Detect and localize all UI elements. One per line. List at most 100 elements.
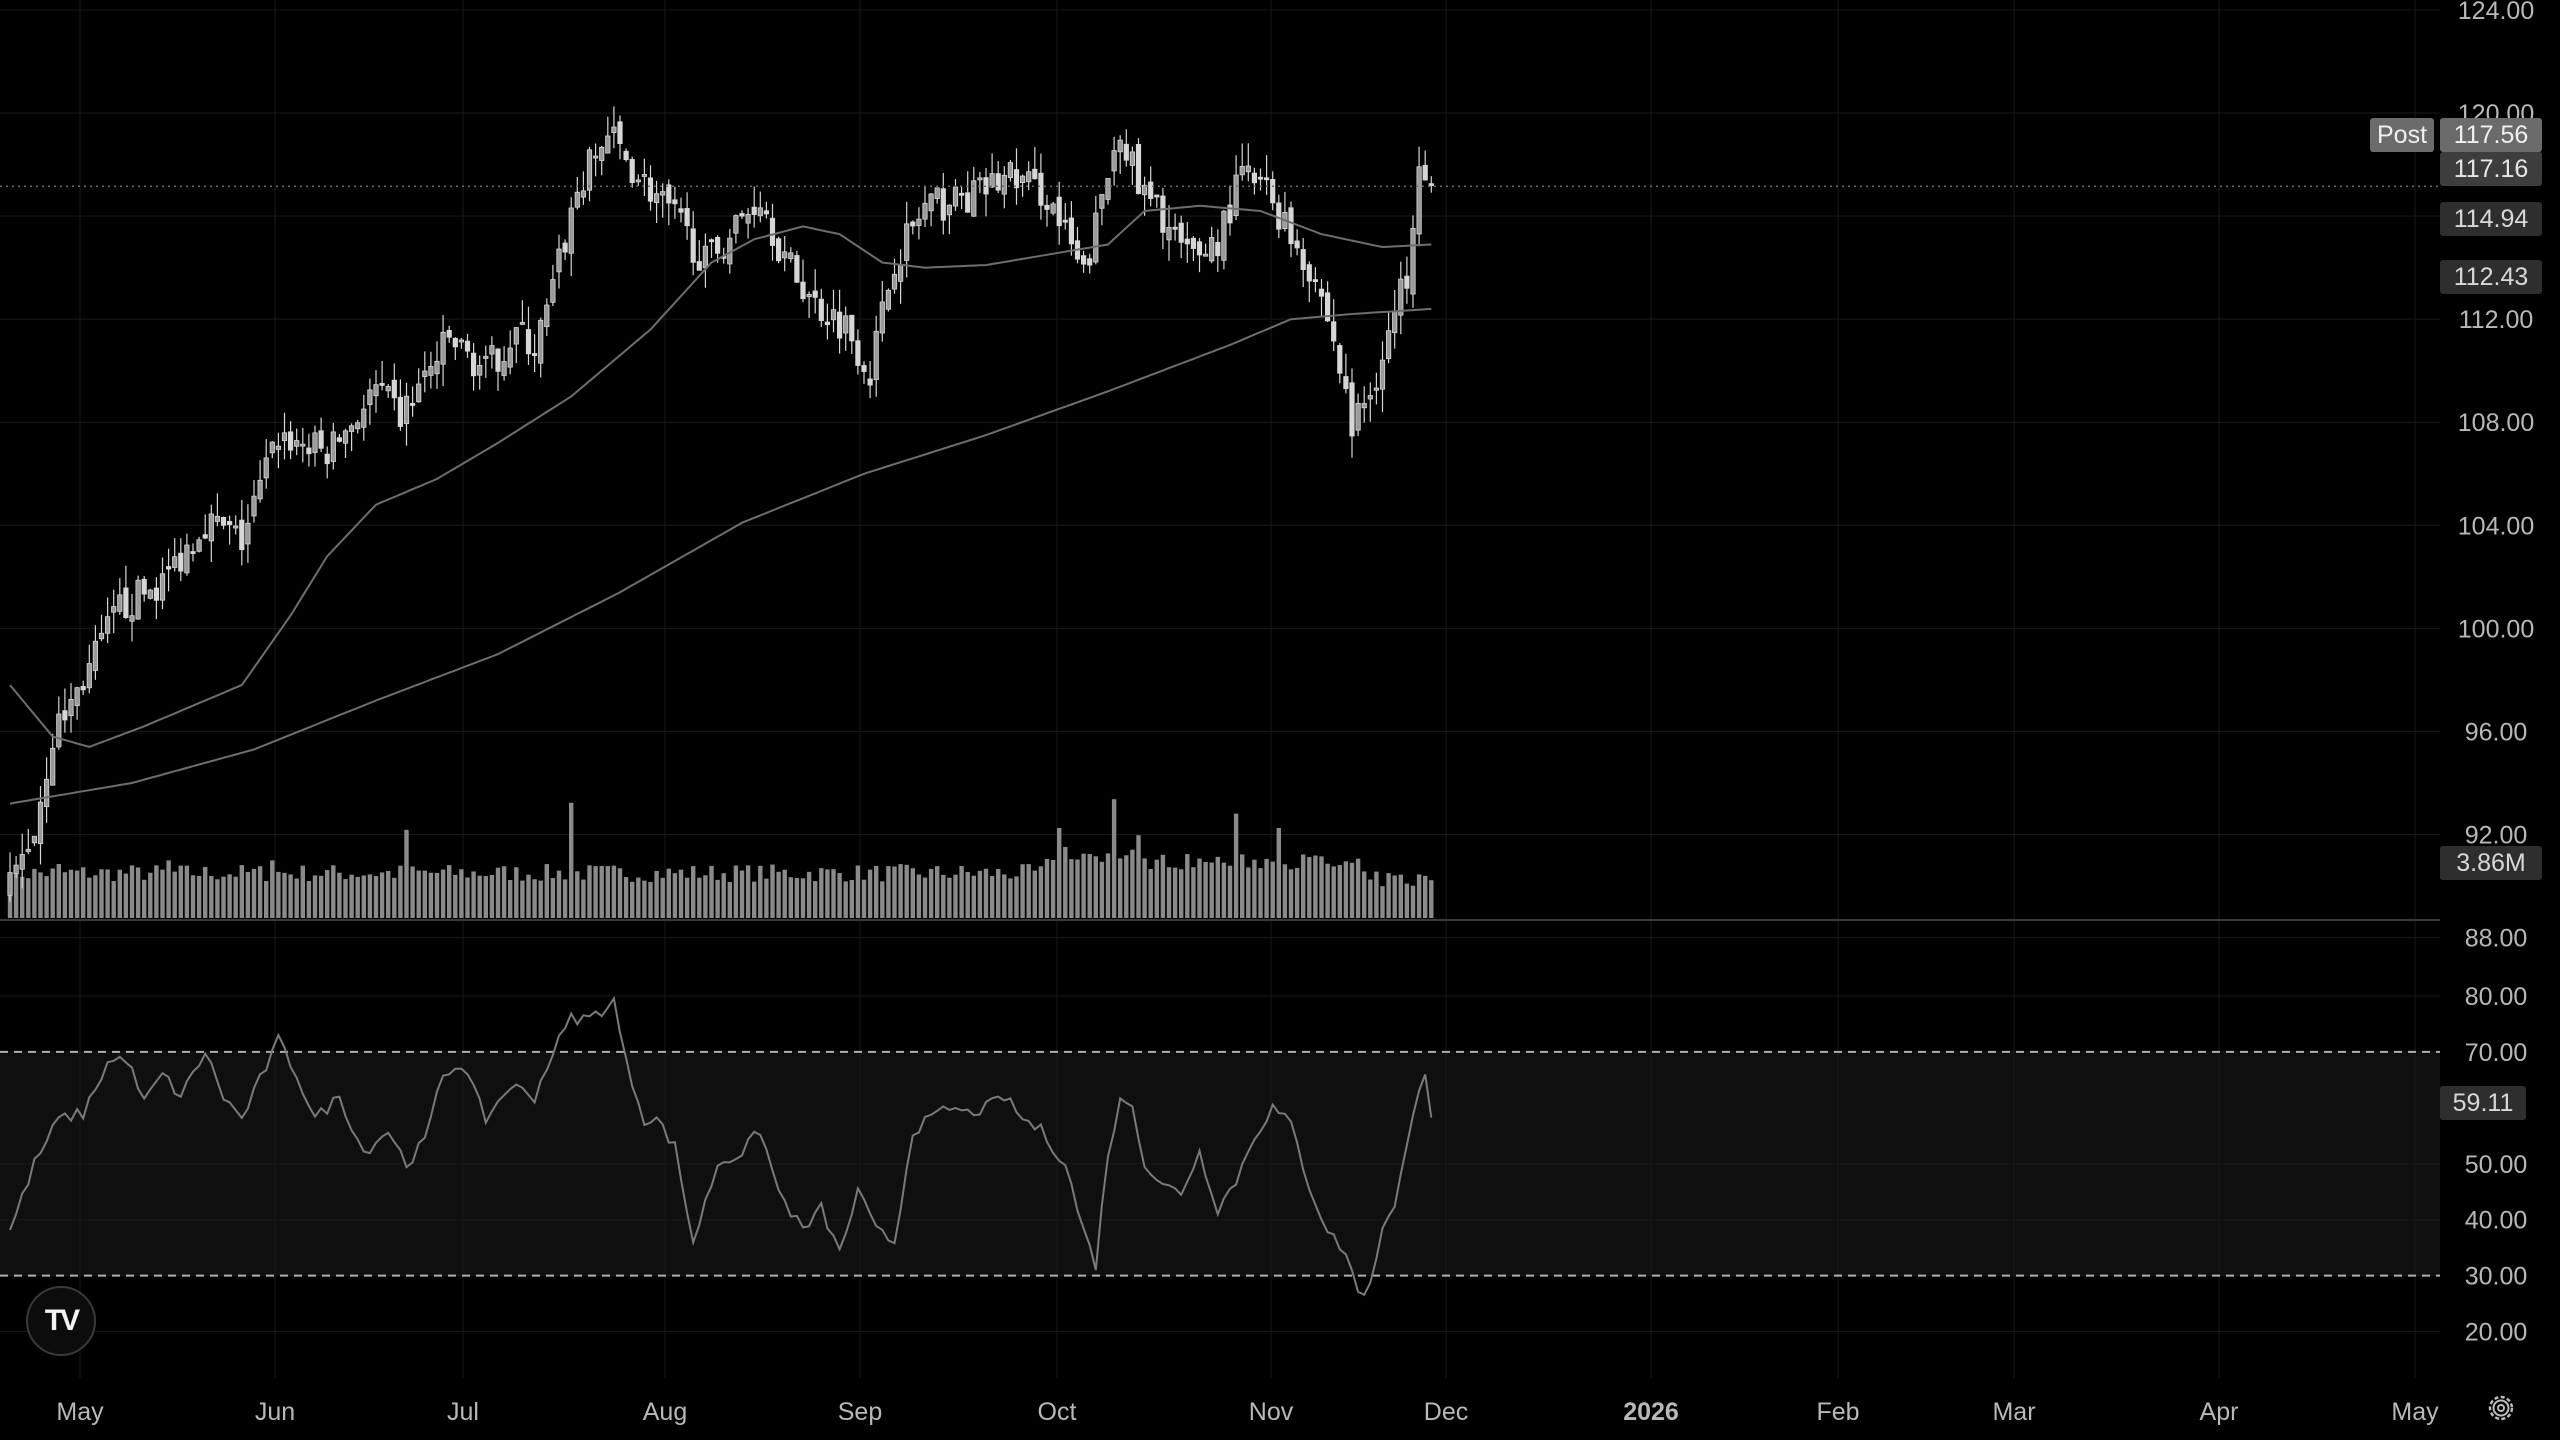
candle-body — [214, 515, 220, 522]
volume-bar — [1105, 853, 1111, 918]
volume-bar — [654, 870, 659, 918]
candle-body — [306, 447, 312, 455]
candle-body — [379, 383, 385, 386]
volume-bar — [148, 872, 153, 918]
candle-body — [1026, 171, 1032, 183]
volume-bar — [861, 879, 867, 918]
volume-bar — [977, 870, 983, 918]
ma-50-line — [9, 204, 1432, 748]
volume-bar — [117, 869, 122, 918]
volume-bar — [172, 871, 177, 918]
candle-body — [934, 187, 940, 199]
candle-body — [1056, 196, 1062, 227]
volume-bar — [111, 881, 116, 918]
volume-bar — [745, 865, 751, 918]
candle-body — [1239, 166, 1245, 176]
candle-body — [50, 747, 56, 786]
volume-bar — [813, 881, 818, 918]
candle-body — [611, 126, 617, 133]
volume-bar — [636, 877, 641, 918]
volume-bar — [642, 880, 647, 918]
volume-bar — [611, 865, 617, 918]
volume-bar — [904, 864, 909, 918]
volume-bar — [1227, 865, 1233, 918]
volume-bar — [1337, 864, 1342, 918]
candle-body — [849, 314, 855, 342]
volume-bar — [209, 876, 214, 918]
volume-bar — [1038, 866, 1044, 918]
volume-bar — [1136, 835, 1141, 918]
candle-body — [1093, 212, 1099, 263]
last-price-tag: 117.16 — [2440, 152, 2542, 186]
candle-body — [995, 173, 1001, 191]
candle-body — [708, 239, 715, 243]
volume-bar — [764, 878, 769, 918]
candle-body — [519, 321, 526, 325]
volume-bar — [1081, 853, 1086, 918]
volume-bar — [1044, 858, 1050, 918]
candle-body — [1099, 194, 1105, 209]
rsi-value-tag: 59.11 — [2440, 1086, 2526, 1120]
candle-body — [318, 430, 324, 449]
candle-body — [776, 238, 782, 262]
candle-body — [1087, 258, 1093, 266]
volume-bar — [831, 869, 836, 918]
candle-body — [1184, 238, 1190, 245]
candle-body — [391, 379, 397, 399]
candle-body — [550, 279, 556, 303]
candle-body — [1233, 174, 1239, 216]
volume-bar — [501, 866, 507, 918]
x-tick-label: May — [2391, 1398, 2439, 1426]
volume-bar — [434, 872, 440, 918]
volume-bar — [989, 875, 995, 918]
candle-body — [1081, 255, 1087, 265]
volume-bar — [184, 865, 190, 918]
candle-body — [489, 345, 495, 355]
candle-body — [830, 309, 837, 321]
volume-bar — [1392, 875, 1397, 918]
ma-50-value-tag: 114.94 — [2440, 202, 2542, 236]
candle-body — [1020, 175, 1026, 184]
candle-body — [812, 290, 818, 298]
volume-bar — [1313, 855, 1318, 918]
volume-bar — [874, 865, 879, 918]
candle-body — [208, 513, 214, 542]
volume-bar — [38, 872, 43, 918]
candle-body — [1392, 310, 1398, 334]
candle-body — [1300, 249, 1306, 271]
candle-body — [586, 149, 593, 191]
volume-bar — [703, 875, 708, 918]
candle-body — [336, 437, 343, 442]
volume-bar — [1020, 864, 1025, 918]
volume-bar — [1172, 867, 1178, 918]
candle-body — [226, 520, 233, 526]
candle-body — [1355, 402, 1361, 431]
settings-gear-icon[interactable] — [2486, 1393, 2516, 1423]
candle-body — [1410, 227, 1416, 295]
x-tick-label: Feb — [1816, 1398, 1859, 1426]
candle-body — [532, 353, 538, 356]
volume-bar — [87, 877, 92, 918]
candle-body — [1013, 169, 1020, 189]
candle-body — [483, 355, 489, 359]
volume-bar — [264, 880, 269, 918]
candle-body — [233, 525, 239, 529]
candle-body — [977, 177, 983, 181]
rsi-tick-label: 80.00 — [2465, 983, 2528, 1011]
volume-bar — [373, 876, 379, 918]
volume-bar — [312, 875, 318, 918]
candle-body — [940, 188, 946, 221]
candle-body — [1245, 165, 1251, 173]
candle-body — [165, 566, 172, 570]
tradingview-logo[interactable]: TV — [26, 1286, 96, 1356]
volume-bar — [630, 881, 635, 918]
volume-bar — [294, 878, 299, 918]
volume-bar — [562, 879, 568, 918]
x-tick-label: May — [56, 1398, 104, 1426]
volume-bar — [1032, 870, 1037, 918]
volume-bar — [886, 866, 891, 918]
candle-body — [1398, 278, 1404, 316]
candle-body — [269, 441, 275, 454]
candle-body — [477, 365, 483, 376]
